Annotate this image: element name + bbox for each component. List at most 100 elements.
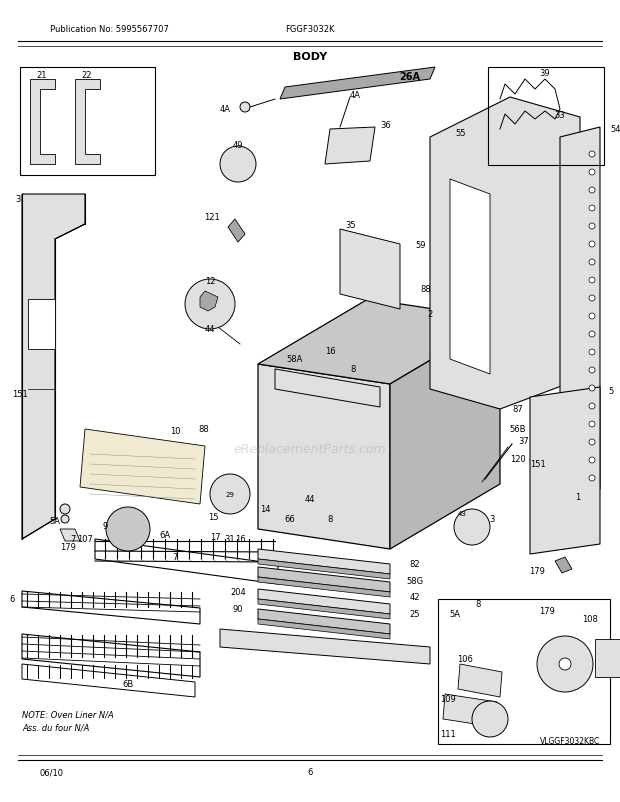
Polygon shape <box>200 292 218 312</box>
Text: 22: 22 <box>82 71 92 80</box>
Text: 6B: 6B <box>122 679 134 689</box>
Circle shape <box>589 403 595 410</box>
Bar <box>595 639 620 677</box>
Text: 33: 33 <box>555 111 565 119</box>
Text: 82: 82 <box>410 560 420 569</box>
Text: 3: 3 <box>489 515 495 524</box>
Polygon shape <box>560 128 600 500</box>
Text: 26A: 26A <box>399 72 420 82</box>
Text: 15: 15 <box>208 512 218 522</box>
Text: 31: 31 <box>224 535 236 544</box>
Polygon shape <box>258 589 390 614</box>
Circle shape <box>589 206 595 212</box>
Text: 109: 109 <box>440 695 456 703</box>
Polygon shape <box>22 664 195 697</box>
Circle shape <box>589 296 595 302</box>
Circle shape <box>220 147 256 183</box>
Bar <box>488 68 604 166</box>
Text: Publication No: 5995567707: Publication No: 5995567707 <box>50 26 169 34</box>
Text: 88: 88 <box>198 425 209 434</box>
Text: 4A: 4A <box>219 105 231 115</box>
Text: 1: 1 <box>575 493 580 502</box>
Text: BODY: BODY <box>293 52 327 62</box>
Polygon shape <box>258 300 500 384</box>
Polygon shape <box>258 610 390 634</box>
Bar <box>20 68 155 176</box>
Text: eReplacementParts.com: eReplacementParts.com <box>234 443 386 456</box>
Text: 179: 179 <box>539 607 555 616</box>
Text: 29: 29 <box>226 492 234 497</box>
Polygon shape <box>95 539 278 585</box>
Polygon shape <box>275 370 380 407</box>
Text: 59: 59 <box>415 241 425 249</box>
Circle shape <box>589 241 595 248</box>
Text: 43: 43 <box>458 510 466 516</box>
Polygon shape <box>258 549 390 574</box>
Text: 37: 37 <box>518 437 529 446</box>
Circle shape <box>589 314 595 320</box>
Text: 7: 7 <box>71 535 76 544</box>
Text: 25: 25 <box>410 610 420 618</box>
Text: 36: 36 <box>380 120 391 129</box>
Text: 151: 151 <box>530 460 546 469</box>
Text: 9: 9 <box>103 522 108 531</box>
Text: 17: 17 <box>210 533 220 542</box>
Polygon shape <box>258 599 390 619</box>
Text: 56B: 56B <box>510 425 526 434</box>
Text: 12: 12 <box>205 277 215 286</box>
Polygon shape <box>340 229 400 310</box>
Text: NOTE: Oven Liner N/A: NOTE: Oven Liner N/A <box>22 710 113 719</box>
Circle shape <box>589 260 595 265</box>
Polygon shape <box>390 320 500 549</box>
Text: FGGF3032K: FGGF3032K <box>285 26 335 34</box>
Text: 14: 14 <box>260 505 270 514</box>
Text: 8: 8 <box>327 515 333 524</box>
Text: 151: 151 <box>12 390 28 399</box>
Polygon shape <box>555 557 572 573</box>
Circle shape <box>589 224 595 229</box>
Polygon shape <box>443 695 497 727</box>
Circle shape <box>589 152 595 158</box>
Text: 5: 5 <box>608 387 613 396</box>
Text: 179: 179 <box>529 567 545 576</box>
Polygon shape <box>75 80 100 164</box>
Text: 44: 44 <box>305 495 315 504</box>
Text: 107: 107 <box>77 535 93 544</box>
Polygon shape <box>258 567 390 592</box>
Text: 42: 42 <box>410 593 420 602</box>
Text: 16: 16 <box>325 347 335 356</box>
Text: 54: 54 <box>610 125 620 134</box>
Polygon shape <box>60 529 80 541</box>
Polygon shape <box>258 365 390 549</box>
Text: 44: 44 <box>205 325 215 334</box>
Circle shape <box>559 658 571 670</box>
Circle shape <box>589 277 595 284</box>
Text: 5A: 5A <box>450 610 461 618</box>
Text: 111: 111 <box>440 730 456 739</box>
Circle shape <box>210 475 250 514</box>
Polygon shape <box>22 634 200 677</box>
Polygon shape <box>22 591 200 624</box>
Circle shape <box>589 457 595 464</box>
Text: 106: 106 <box>457 654 473 664</box>
Polygon shape <box>430 98 580 410</box>
Circle shape <box>61 516 69 524</box>
Text: 88: 88 <box>420 286 431 294</box>
Polygon shape <box>258 577 390 597</box>
Text: 204: 204 <box>230 588 246 597</box>
Text: 6: 6 <box>10 595 15 604</box>
Circle shape <box>60 504 70 514</box>
Text: 6A: 6A <box>159 531 170 540</box>
Text: 8: 8 <box>350 365 355 374</box>
Text: 5A: 5A <box>50 516 61 526</box>
Circle shape <box>589 188 595 194</box>
Bar <box>438 599 610 744</box>
Circle shape <box>589 386 595 391</box>
Polygon shape <box>325 128 375 164</box>
Circle shape <box>589 331 595 338</box>
Circle shape <box>589 476 595 481</box>
Circle shape <box>589 439 595 445</box>
Circle shape <box>589 422 595 427</box>
Circle shape <box>472 701 508 737</box>
Polygon shape <box>258 559 390 579</box>
